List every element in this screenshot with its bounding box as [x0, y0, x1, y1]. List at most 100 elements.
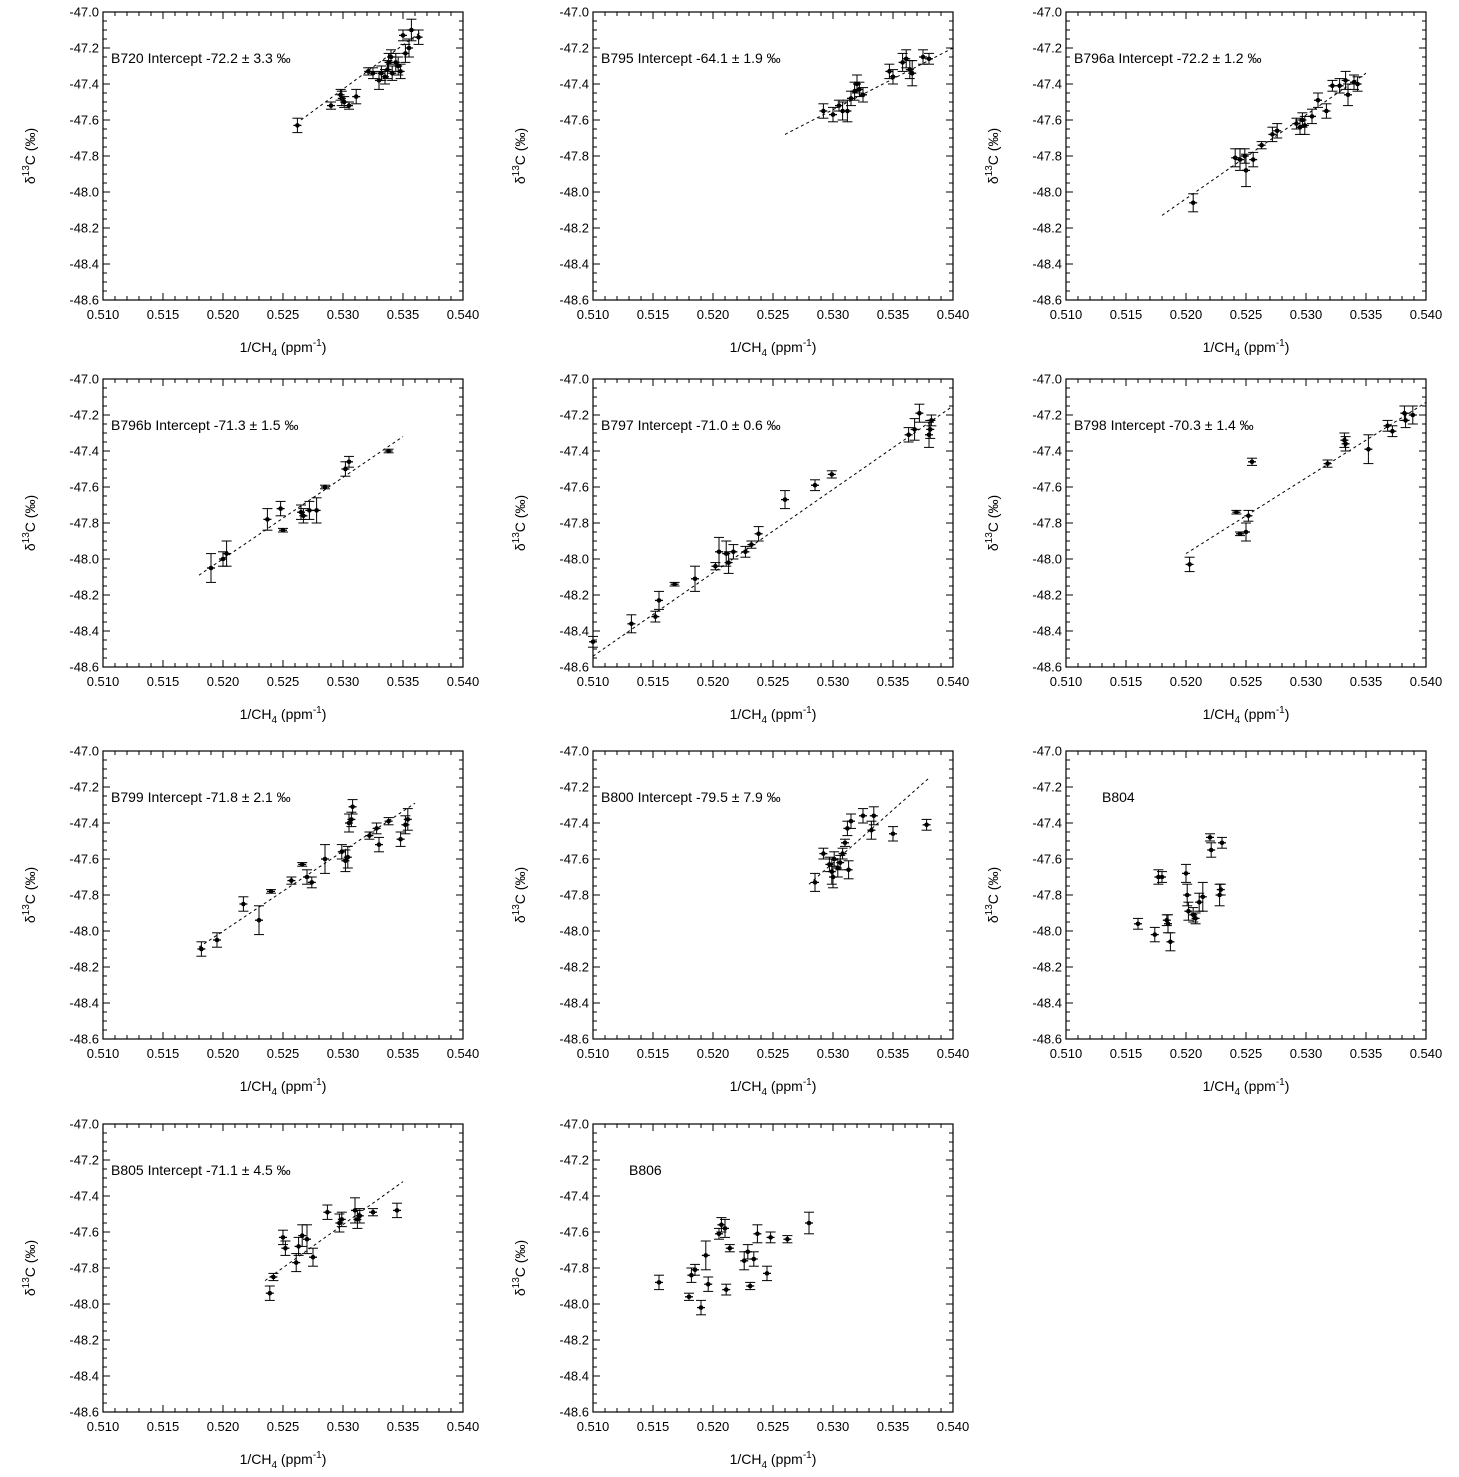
marker-dot	[350, 804, 355, 810]
chart-panel-5: -47.0 -47.2 -47.4 -47.6 -47.8 -48.0 -48.2 -48.4…	[511, 372, 969, 727]
marker-dot	[887, 69, 892, 74]
y-tick-label: -47.8	[69, 1261, 99, 1276]
y-tick-label: -48.2	[1032, 588, 1062, 603]
marker-dot	[705, 1281, 711, 1287]
y-axis-title-sup: 13	[511, 532, 522, 544]
marker-dot	[280, 527, 286, 533]
x-tick-label: 0.515	[1110, 674, 1143, 689]
y-tick-label: -47.4	[559, 1189, 589, 1204]
data-point	[1163, 914, 1173, 934]
data-point	[306, 876, 317, 889]
x-axis-title-unit: (ppm	[277, 1451, 313, 1467]
x-tick-label: 0.520	[697, 1419, 730, 1434]
y-axis-title-rest: C (‰)	[22, 1240, 38, 1277]
y-tick-label: -48.0	[69, 185, 99, 200]
x-tick-label: 0.515	[637, 1046, 670, 1061]
x-axis-title-sub: 4	[271, 348, 277, 359]
x-axis-title-sup: -1	[803, 338, 812, 349]
x-tick-label: 0.530	[327, 307, 360, 322]
y-tick-label: -48.2	[559, 1333, 589, 1348]
y-tick-label: -48.0	[559, 924, 589, 939]
marker-dot	[653, 614, 658, 619]
marker-dot	[346, 103, 352, 108]
marker-dot	[220, 556, 226, 562]
marker-dot	[1183, 871, 1189, 876]
marker-dot	[295, 123, 300, 128]
y-axis-title-delta: δ	[512, 543, 528, 551]
data-point	[402, 808, 413, 831]
data-point	[395, 831, 406, 847]
x-tick-label: 0.540	[937, 1419, 970, 1434]
x-tick-label: 0.530	[327, 1046, 360, 1061]
y-tick-label: -47.4	[1032, 816, 1062, 831]
y-axis-title-rest: C (‰)	[512, 495, 528, 532]
marker-dot	[337, 1220, 342, 1226]
y-tick-label: -47.6	[1032, 480, 1062, 495]
marker-dot	[743, 549, 748, 555]
marker-dot	[1343, 441, 1348, 447]
y-tick-label: -47.6	[1032, 852, 1062, 867]
marker-dot	[1165, 921, 1171, 927]
x-tick-label: 0.510	[577, 674, 610, 689]
y-axis-title-rest: C (‰)	[22, 128, 38, 165]
data-point	[347, 799, 358, 815]
x-axis-title: 1/CH4 (ppm-1)	[1203, 338, 1290, 359]
marker-dot	[860, 92, 866, 98]
x-tick-label: 0.530	[1290, 1046, 1323, 1061]
marker-dot	[727, 1245, 733, 1251]
x-axis-title-sup: -1	[313, 338, 322, 349]
marker-dot	[1190, 200, 1196, 206]
marker-dot	[395, 63, 401, 69]
data-point	[371, 822, 382, 835]
x-tick-label: 0.540	[937, 674, 970, 689]
y-tick-label: -48.2	[559, 960, 589, 975]
data-point	[654, 1274, 664, 1291]
data-point	[1188, 193, 1199, 213]
x-tick-label: 0.540	[447, 1419, 480, 1434]
x-axis-title-unit: (ppm	[277, 1078, 313, 1094]
panel-label: B804	[1102, 789, 1135, 805]
marker-dot	[283, 1245, 288, 1251]
marker-dot	[848, 96, 854, 101]
data-point	[888, 826, 898, 842]
data-point	[196, 941, 207, 957]
data-point	[1272, 123, 1283, 139]
x-axis-title-main: 1/CH	[730, 339, 762, 355]
marker-dot	[265, 517, 270, 522]
marker-dot	[854, 81, 860, 87]
marker-dot	[256, 917, 262, 923]
y-tick-label: -47.6	[69, 480, 99, 495]
marker-dot	[909, 70, 915, 76]
y-tick-label: -48.6	[1032, 293, 1062, 308]
y-tick-label: -48.6	[559, 293, 589, 308]
data-point	[264, 1285, 275, 1301]
marker-dot	[857, 87, 862, 92]
marker-dot	[409, 27, 414, 33]
marker-dot	[929, 418, 934, 423]
data-point	[1256, 141, 1267, 150]
x-tick-label: 0.510	[1050, 674, 1083, 689]
x-tick-label: 0.540	[937, 307, 970, 322]
data-point	[354, 1208, 365, 1224]
marker-dot	[199, 946, 204, 952]
x-axis-title-main: 1/CH	[730, 1078, 762, 1094]
marker-dot	[1200, 894, 1206, 900]
data-point	[1206, 842, 1217, 858]
marker-dot	[869, 827, 874, 833]
marker-dot	[726, 560, 731, 565]
data-point	[690, 1263, 700, 1276]
chart-panel-3: -47.0 -47.2 -47.4 -47.6 -47.8 -48.0 -48.2 -48.4…	[984, 5, 1442, 360]
marker-dot	[322, 484, 328, 490]
data-point	[748, 1251, 759, 1267]
marker-dot	[1345, 92, 1351, 98]
x-tick-label: 0.515	[147, 1046, 180, 1061]
x-axis-title-sub: 4	[1234, 715, 1240, 726]
y-axis-title-sup: 13	[511, 1277, 522, 1289]
y-axis-title-sup: 13	[21, 1277, 32, 1289]
y-tick-label: -47.8	[69, 888, 99, 903]
x-tick-label: 0.515	[637, 674, 670, 689]
data-point	[921, 818, 932, 831]
y-axis-title-rest: C (‰)	[512, 128, 528, 165]
x-axis-title: 1/CH4 (ppm-1)	[730, 1077, 817, 1098]
